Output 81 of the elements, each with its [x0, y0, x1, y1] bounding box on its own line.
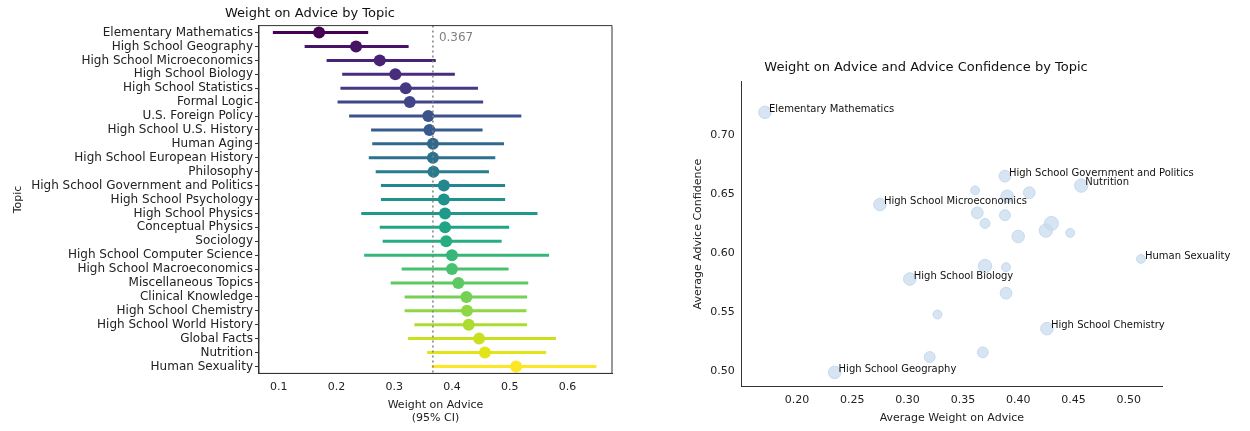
point	[437, 179, 450, 192]
y-tick-label: High School Physics	[133, 205, 253, 220]
x-tick-label: 0.50	[1116, 393, 1142, 407]
point	[403, 96, 416, 109]
y-tick-label: High School Government and Politics	[31, 177, 253, 192]
x-axis-title: Weight on Advice (95% CI)	[387, 398, 484, 425]
y-tick-label: High School Geography	[111, 38, 253, 53]
point	[439, 221, 452, 234]
point	[437, 193, 450, 206]
y-axis-title: Topic	[11, 185, 25, 215]
point	[423, 123, 436, 136]
y-tick-label: 0.60	[710, 245, 735, 259]
point	[445, 249, 458, 262]
y-tick-label: Sociology	[195, 233, 253, 248]
y-tick-label: U.S. Foreign Policy	[142, 108, 253, 123]
y-tick-label: 0.55	[710, 304, 735, 318]
x-tick-label: 0.25	[840, 393, 865, 407]
ref-line-label: 0.367	[438, 29, 474, 44]
y-tick-label: Miscellaneous Topics	[128, 275, 253, 290]
point	[313, 26, 326, 39]
x-tick-label: 0.3	[385, 379, 403, 393]
y-tick-label: High School World History	[97, 316, 253, 331]
annotation: High School Biology	[913, 269, 1014, 281]
y-tick-label: High School Psychology	[110, 191, 253, 206]
y-tick-label: High School Microeconomics	[81, 52, 253, 67]
x-tick-label: 0.5	[500, 379, 519, 393]
y-tick-label: High School Statistics	[123, 80, 253, 95]
point	[510, 360, 523, 373]
y-tick-label: High School Chemistry	[116, 302, 253, 317]
point	[389, 68, 402, 81]
y-tick-label: Conceptual Physics	[136, 219, 253, 234]
y-tick-label: High School U.S. History	[107, 122, 253, 137]
y-tick-label: Global Facts	[180, 330, 253, 345]
point	[439, 207, 452, 220]
y-tick-label: Philosophy	[188, 163, 253, 178]
x-tick-label: 0.45	[1061, 393, 1086, 407]
x-tick-label: 0.20	[784, 393, 810, 407]
y-axis-title: Average Advice Confidence	[691, 158, 705, 310]
point	[478, 346, 491, 359]
annotation: High School Chemistry	[1050, 319, 1165, 331]
annotation: High School Microeconomics	[883, 195, 1027, 207]
y-tick-label: High School Biology	[133, 66, 253, 81]
point	[445, 263, 458, 276]
point	[373, 54, 386, 67]
y-tick-label: Nutrition	[200, 344, 253, 359]
annotation: Nutrition	[1085, 176, 1130, 188]
annotation: High School Government and Politics	[1008, 166, 1194, 178]
point	[460, 290, 473, 303]
y-tick-label: 0.50	[710, 364, 735, 378]
x-tick-label: 0.1	[269, 379, 288, 393]
y-tick-label: Human Sexuality	[150, 358, 253, 373]
x-tick-label: 0.30	[895, 393, 920, 407]
point	[426, 137, 439, 150]
y-tick-label: 0.65	[710, 186, 735, 200]
x-tick-label: 0.35	[950, 393, 976, 407]
y-tick-label: High School Computer Science	[67, 247, 253, 262]
y-tick-label: Formal Logic	[176, 94, 253, 109]
y-tick-label: 0.70	[710, 127, 735, 141]
point	[440, 235, 453, 248]
y-tick-label: High School Macroeconomics	[77, 261, 253, 276]
x-tick-label: 0.4	[443, 379, 461, 393]
x-tick-label: 0.6	[558, 379, 577, 393]
point	[452, 276, 465, 289]
y-tick-label: Clinical Knowledge	[139, 289, 253, 304]
point	[462, 318, 475, 331]
y-tick-label: Elementary Mathematics	[102, 24, 253, 39]
annotation: High School Geography	[838, 363, 957, 375]
chart-title: Weight on Advice and Advice Confidence by Topic	[764, 59, 1088, 75]
point	[350, 40, 363, 53]
x-tick-label: 0.40	[1005, 393, 1031, 407]
x-tick-label: 0.2	[327, 379, 346, 393]
annotation: Human Sexuality	[1144, 249, 1231, 261]
chart-title: Weight on Advice by Topic	[224, 5, 396, 21]
x-axis-title: Average Weight on Advice	[879, 411, 1025, 425]
annotation: Elementary Mathematics	[768, 102, 895, 114]
y-tick-label: High School European History	[74, 149, 253, 164]
point	[422, 110, 435, 123]
y-tick-label: Human Aging	[171, 135, 253, 150]
point	[399, 82, 412, 95]
point	[460, 304, 473, 317]
point	[473, 332, 486, 345]
